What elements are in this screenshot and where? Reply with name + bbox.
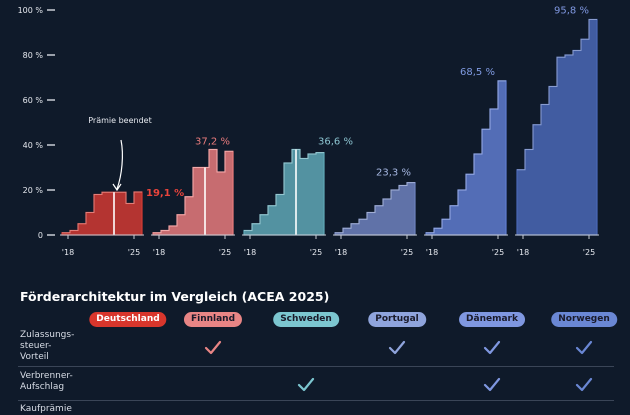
area-finnland	[152, 148, 234, 236]
country-pill-deutschland: Deutschland	[89, 312, 167, 327]
country-pill-finnland: Finnland	[183, 312, 243, 327]
x-tick-label: '18	[426, 248, 438, 257]
panel-deutschland: '18 '25 19,1 % Prämie beendet	[60, 116, 184, 257]
annotation-text: Prämie beendet	[88, 116, 151, 125]
x-tick-label: '18	[244, 248, 256, 257]
panel-dänemark: '18 '25 68,5 %	[424, 67, 508, 257]
area-schweden	[243, 148, 325, 236]
outline-finnland	[153, 149, 233, 234]
country-pill-schweden: Schweden	[273, 312, 339, 327]
annotation-arrow	[116, 139, 123, 190]
panel-finnland: '18 '25 37,2 %	[151, 136, 235, 257]
outline-norwegen	[517, 18, 597, 171]
y-tick-label: 40 %	[23, 141, 44, 150]
check-icon	[297, 377, 315, 397]
country-pill-norwegen: Norwegen	[551, 312, 617, 327]
end-value-label: 95,8 %	[554, 5, 589, 16]
row-label: Kaufprämie	[20, 404, 72, 414]
check-icon	[388, 340, 406, 360]
check-icon	[575, 377, 593, 397]
area-deutschland	[61, 191, 143, 236]
x-tick-label: '25	[583, 248, 595, 257]
end-value-label: 19,1 %	[146, 188, 184, 199]
check-icon	[575, 340, 593, 360]
y-tick-label: 100 %	[18, 6, 44, 15]
x-tick-label: '18	[62, 248, 74, 257]
y-tick-label: 60 %	[23, 96, 44, 105]
x-tick-label: '18	[517, 248, 529, 257]
check-icon	[204, 340, 222, 360]
row-divider	[18, 400, 614, 401]
x-tick-label: '25	[128, 248, 140, 257]
x-tick-label: '25	[219, 248, 231, 257]
outline-deutschland	[62, 191, 142, 234]
country-pill-dänemark: Dänemark	[459, 312, 525, 327]
x-tick-label: '18	[335, 248, 347, 257]
panel-portugal: '18 '25 23,3 %	[333, 168, 417, 257]
row-label: Verbrenner- Aufschlag	[20, 371, 73, 392]
check-icon	[483, 340, 501, 360]
table-title: Förderarchitektur im Vergleich (ACEA 202…	[20, 289, 330, 304]
row-label: Zulassungs-steuer- Vorteil	[20, 330, 75, 362]
y-axis: 0 20 % 40 % 60 % 80 % 100 %	[18, 6, 55, 240]
end-value-label: 23,3 %	[376, 168, 411, 179]
panel-schweden: '18 '25 36,6 %	[242, 137, 353, 257]
panel-norwegen: '18 '25 95,8 %	[515, 5, 599, 257]
end-value-label: 37,2 %	[195, 136, 230, 147]
end-value-label: 68,5 %	[460, 67, 495, 78]
y-tick-label: 20 %	[23, 186, 44, 195]
area-dänemark	[425, 80, 507, 236]
x-tick-label: '18	[153, 248, 165, 257]
y-tick-label: 80 %	[23, 51, 44, 60]
outline-dänemark	[426, 80, 506, 234]
x-tick-label: '25	[310, 248, 322, 257]
check-icon	[483, 377, 501, 397]
y-tick-label: 0	[38, 231, 43, 240]
x-tick-label: '25	[492, 248, 504, 257]
outline-portugal	[335, 182, 415, 234]
area-portugal	[334, 181, 416, 236]
row-divider	[18, 366, 614, 367]
outline-schweden	[244, 149, 324, 231]
x-tick-label: '25	[401, 248, 413, 257]
end-value-label: 36,6 %	[318, 137, 353, 148]
step-area-chart: 0 20 % 40 % 60 % 80 % 100 % '18 '25 19,1 % Prämi…	[18, 5, 599, 257]
area-norwegen	[516, 18, 598, 236]
country-pill-portugal: Portugal	[368, 312, 426, 327]
annotation-arrowhead	[112, 183, 122, 192]
